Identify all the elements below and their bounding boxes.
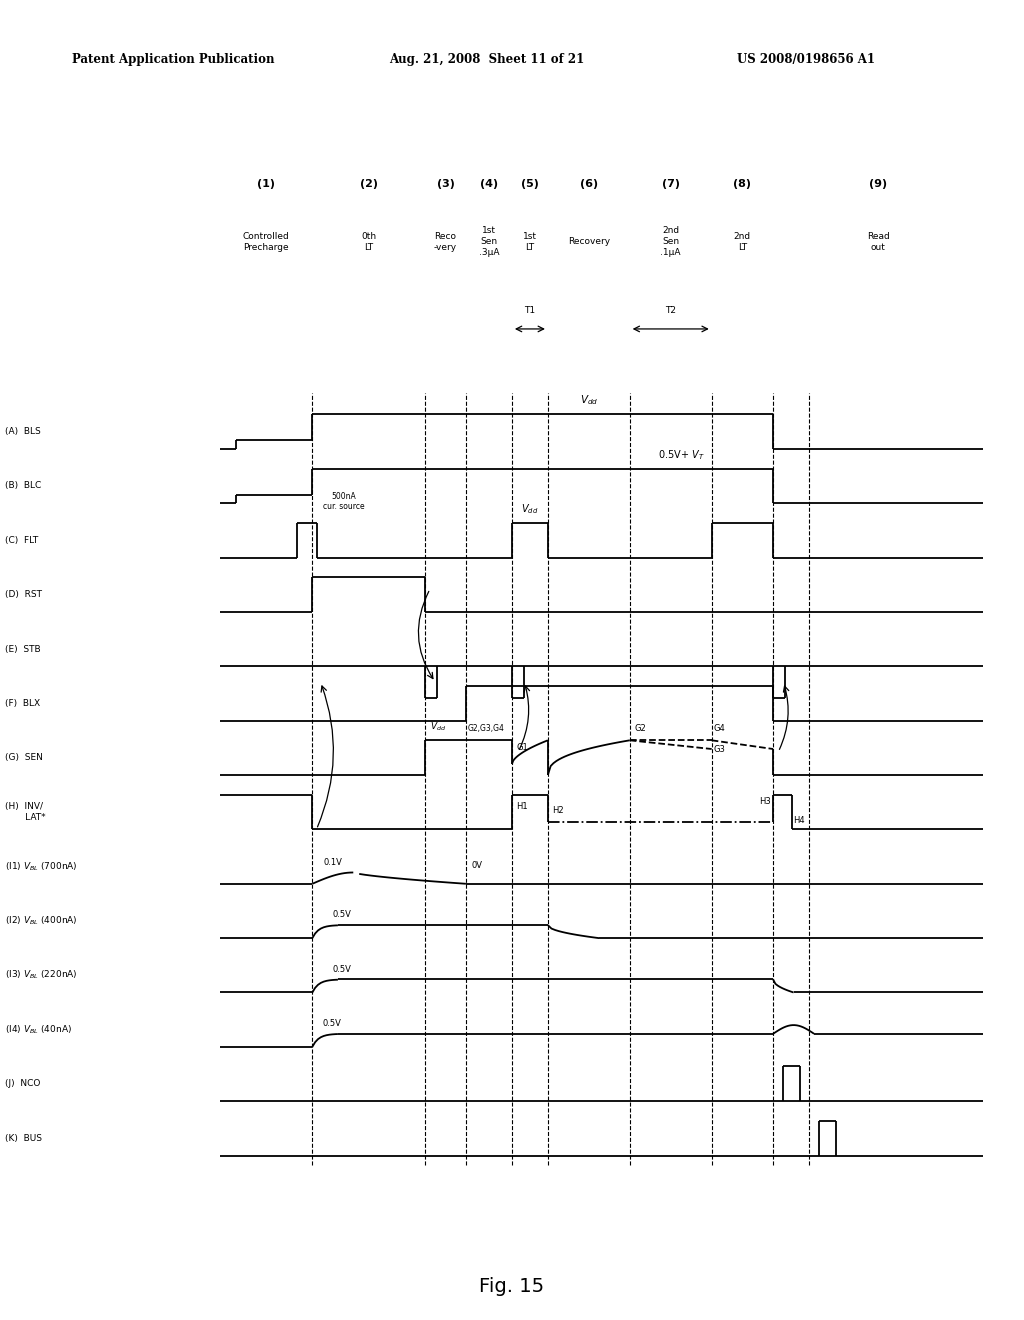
Text: G1: G1	[516, 743, 527, 752]
Text: (9): (9)	[869, 178, 887, 189]
Text: (7): (7)	[662, 178, 680, 189]
Text: Controlled
Precharge: Controlled Precharge	[243, 232, 290, 252]
Text: (4): (4)	[480, 178, 498, 189]
Text: $V_{dd}$: $V_{dd}$	[521, 502, 539, 516]
Text: Read
out: Read out	[866, 232, 890, 252]
Text: (B)  BLC: (B) BLC	[5, 482, 41, 491]
Text: 0.5V: 0.5V	[333, 965, 351, 974]
Text: Recovery: Recovery	[567, 238, 610, 247]
Text: G2: G2	[635, 725, 646, 734]
Text: Aug. 21, 2008  Sheet 11 of 21: Aug. 21, 2008 Sheet 11 of 21	[389, 53, 585, 66]
Text: G4: G4	[714, 725, 725, 734]
Text: Fig. 15: Fig. 15	[479, 1278, 545, 1296]
Text: 1st
Sen
.3μA: 1st Sen .3μA	[478, 226, 500, 257]
Text: (I4) $V_{BL}$ (40nA): (I4) $V_{BL}$ (40nA)	[5, 1023, 72, 1036]
Text: G3: G3	[714, 744, 726, 754]
Text: H1: H1	[516, 801, 527, 810]
Text: G2,G3,G4: G2,G3,G4	[468, 725, 505, 734]
Text: H4: H4	[794, 816, 805, 825]
Text: (5): (5)	[521, 178, 539, 189]
Text: (H)  INV/
       LAT*: (H) INV/ LAT*	[5, 803, 46, 822]
Text: 0.5V+ $V_T$: 0.5V+ $V_T$	[657, 447, 705, 462]
Text: 2nd
LT: 2nd LT	[734, 232, 751, 252]
Text: 0.5V: 0.5V	[323, 1019, 341, 1028]
Text: Reco
-very: Reco -very	[434, 232, 457, 252]
Text: (C)  FLT: (C) FLT	[5, 536, 38, 545]
Text: 0.1V: 0.1V	[324, 858, 342, 867]
Text: (F)  BLX: (F) BLX	[5, 698, 40, 708]
Text: $V_{dd}$: $V_{dd}$	[580, 393, 598, 408]
Text: T2: T2	[666, 306, 676, 315]
Text: 0V: 0V	[471, 861, 482, 870]
Text: (8): (8)	[733, 178, 752, 189]
Text: (I3) $V_{BL}$ (220nA): (I3) $V_{BL}$ (220nA)	[5, 969, 78, 981]
Text: (J)  NCO: (J) NCO	[5, 1080, 41, 1088]
Text: $V_{dd}$: $V_{dd}$	[430, 721, 446, 734]
Text: (K)  BUS: (K) BUS	[5, 1134, 42, 1143]
Text: Patent Application Publication: Patent Application Publication	[72, 53, 274, 66]
Text: (2): (2)	[359, 178, 378, 189]
Text: 2nd
Sen
.1μA: 2nd Sen .1μA	[660, 226, 681, 257]
Text: (I1) $V_{BL}$ (700nA): (I1) $V_{BL}$ (700nA)	[5, 861, 78, 873]
Text: 0th
LT: 0th LT	[361, 232, 376, 252]
Text: US 2008/0198656 A1: US 2008/0198656 A1	[737, 53, 876, 66]
Text: (E)  STB: (E) STB	[5, 644, 41, 653]
Text: 1st
LT: 1st LT	[523, 232, 537, 252]
Text: 500nA
cur. source: 500nA cur. source	[323, 492, 365, 511]
Text: (G)  SEN: (G) SEN	[5, 754, 43, 762]
Text: H3: H3	[760, 797, 771, 807]
Text: 0.5V: 0.5V	[333, 911, 351, 919]
Text: (6): (6)	[580, 178, 598, 189]
Text: (A)  BLS: (A) BLS	[5, 428, 41, 436]
Text: H2: H2	[552, 807, 563, 816]
Text: (1): (1)	[257, 178, 275, 189]
Text: (D)  RST: (D) RST	[5, 590, 42, 599]
Text: (I2) $V_{BL}$ (400nA): (I2) $V_{BL}$ (400nA)	[5, 915, 78, 927]
Text: (3): (3)	[436, 178, 455, 189]
Text: T1: T1	[524, 306, 536, 315]
